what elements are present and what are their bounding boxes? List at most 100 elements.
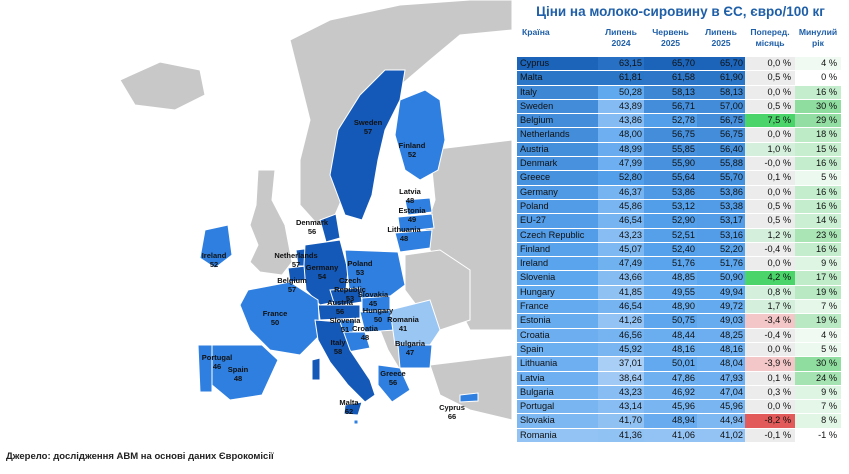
prev-year-cell: 19 % [795, 285, 841, 300]
country-cell: Sweden [517, 99, 598, 114]
table-row: Germany 46,37 53,86 53,86 0,0 % 16 % [517, 185, 841, 200]
july-2024-cell: 46,54 [598, 300, 644, 314]
country-cell: Greece [517, 171, 598, 185]
july-2024-cell: 43,23 [598, 385, 644, 400]
june-2025-cell: 55,64 [644, 171, 697, 185]
country-cell: Czech Republic [517, 228, 598, 242]
table-row: Greece 52,80 55,64 55,70 0,1 % 5 % [517, 171, 841, 186]
country-cell: Hungary [517, 285, 598, 300]
june-2025-cell: 56,71 [644, 99, 697, 114]
july-2025-cell: 51,76 [697, 257, 745, 271]
france-shape [239, 281, 321, 356]
estonia-shape [404, 197, 433, 216]
malta-shape [353, 419, 359, 425]
july-2025-cell: 56,75 [697, 114, 745, 128]
turkey-shape [429, 354, 512, 421]
map-label: Denmark 56 [296, 218, 329, 236]
july-2025-cell: 50,90 [697, 271, 745, 285]
map-label: Poland 53 [347, 259, 372, 277]
prev-month-cell: 0,5 % [745, 99, 795, 114]
greece-shape [377, 364, 411, 403]
july-2025-cell: 53,16 [697, 228, 745, 242]
country-cell: Estonia [517, 314, 598, 328]
july-2024-cell: 41,70 [598, 414, 644, 428]
june-2025-cell: 45,96 [644, 400, 697, 414]
prev-month-cell: 1,2 % [745, 228, 795, 242]
table-row: Poland 45,86 53,12 53,38 0,5 % 16 % [517, 199, 841, 215]
map-label: France 50 [263, 309, 288, 327]
country-cell: Slovenia [517, 271, 598, 285]
latvia-shape [397, 213, 435, 233]
table-row: Finland 45,07 52,40 52,20 -0,4 % 16 % [517, 242, 841, 258]
table-row: Portugal 43,14 45,96 45,96 0,0 % 7 % [517, 400, 841, 415]
prev-month-cell: -8,2 % [745, 414, 795, 428]
table-row: Malta 61,81 61,58 61,90 0,5 % 0 % [517, 71, 841, 86]
sweden-shape [329, 69, 406, 221]
header-country: Країна [522, 27, 550, 37]
july-2024-cell: 46,54 [598, 214, 644, 228]
july-2024-cell: 50,28 [598, 85, 644, 99]
june-2025-cell: 48,44 [644, 328, 697, 342]
june-2025-cell: 50,75 [644, 314, 697, 328]
prev-month-cell: 0,1 % [745, 371, 795, 385]
map-label: Sweden 57 [354, 118, 383, 136]
july-2025-cell: 44,94 [697, 414, 745, 428]
table-row: Italy 50,28 58,13 58,13 0,0 % 16 % [517, 85, 841, 100]
map-label: Finland 52 [399, 141, 426, 159]
july-2024-cell: 43,89 [598, 99, 644, 114]
finland-shape [394, 89, 446, 181]
july-2024-cell: 47,49 [598, 257, 644, 271]
july-2025-cell: 48,16 [697, 342, 745, 357]
july-2025-cell: 47,04 [697, 385, 745, 400]
july-2025-cell: 53,17 [697, 214, 745, 228]
table-row: EU-27 46,54 52,90 53,17 0,5 % 14 % [517, 214, 841, 229]
prev-year-cell: -1 % [795, 428, 841, 443]
june-2025-cell: 48,90 [644, 300, 697, 314]
july-2025-cell: 49,94 [697, 285, 745, 300]
prev-month-cell: 1,7 % [745, 300, 795, 314]
map-label: Germany 54 [306, 263, 339, 281]
prev-year-cell: 16 % [795, 242, 841, 257]
july-2025-cell: 61,90 [697, 71, 745, 85]
prev-year-cell: 0 % [795, 71, 841, 85]
prev-month-cell: -0,4 % [745, 242, 795, 257]
country-cell: Italy [517, 85, 598, 99]
prev-year-cell: 30 % [795, 357, 841, 371]
prev-year-cell: 14 % [795, 214, 841, 228]
country-cell: Spain [517, 342, 598, 357]
june-2025-cell: 48,94 [644, 414, 697, 428]
june-2025-cell: 46,92 [644, 385, 697, 400]
ireland-shape [199, 224, 233, 269]
july-2025-cell: 45,96 [697, 400, 745, 414]
bulgaria-shape [397, 344, 433, 369]
prev-year-cell: 15 % [795, 142, 841, 157]
prev-month-cell: 0,8 % [745, 285, 795, 300]
prev-year-cell: 9 % [795, 385, 841, 400]
table-row: Latvia 38,64 47,86 47,93 0,1 % 24 % [517, 371, 841, 386]
june-2025-cell: 52,78 [644, 114, 697, 128]
prev-month-cell: 0,0 % [745, 342, 795, 357]
table-row: Denmark 47,99 55,90 55,88 -0,0 % 16 % [517, 157, 841, 172]
map-label: Lithuania 48 [387, 225, 421, 243]
july-2025-cell: 47,93 [697, 371, 745, 385]
july-2025-cell: 52,20 [697, 242, 745, 257]
sicily-shape [343, 401, 363, 416]
prev-month-cell: 0,0 % [745, 85, 795, 99]
country-cell: Croatia [517, 328, 598, 342]
june-2025-cell: 61,58 [644, 71, 697, 85]
iceland-shape [119, 61, 206, 111]
source-note: Джерело: дослідження АВМ на основі даних… [6, 451, 274, 462]
july-2025-cell: 56,75 [697, 128, 745, 142]
country-cell: Ireland [517, 257, 598, 271]
june-2025-cell: 55,90 [644, 157, 697, 171]
july-2024-cell: 43,66 [598, 271, 644, 285]
july-2024-cell: 38,64 [598, 371, 644, 385]
july-2024-cell: 45,07 [598, 242, 644, 257]
header-prev-year: Минулий рік [798, 27, 838, 48]
prev-month-cell: 0,5 % [745, 199, 795, 214]
table-row: Austria 48,99 55,85 56,40 1,0 % 15 % [517, 142, 841, 158]
prev-month-cell: -0,1 % [745, 428, 795, 443]
table-row: Slovenia 43,66 48,85 50,90 4,2 % 17 % [517, 271, 841, 286]
prev-month-cell: -3,4 % [745, 314, 795, 328]
